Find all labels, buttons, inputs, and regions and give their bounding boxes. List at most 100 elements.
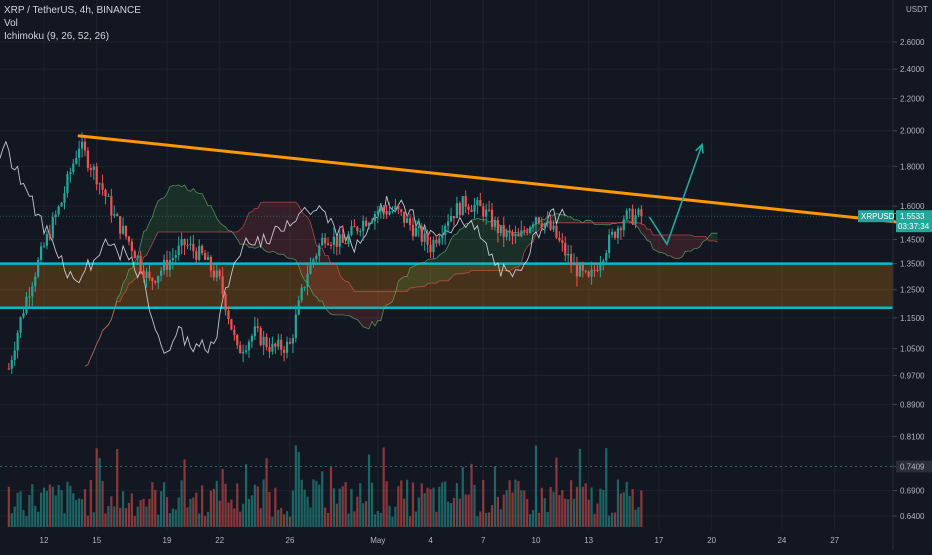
candle-body[interactable]	[550, 221, 552, 230]
candle-body[interactable]	[227, 311, 229, 320]
candle-body[interactable]	[491, 210, 493, 227]
candle-body[interactable]	[137, 256, 139, 259]
candle-body[interactable]	[588, 272, 590, 277]
candle-body[interactable]	[46, 234, 48, 246]
candle-body[interactable]	[248, 342, 250, 351]
candle-body[interactable]	[239, 345, 241, 353]
candle-body[interactable]	[169, 260, 171, 270]
symbol-title[interactable]: XRP / TetherUS, 4h, BINANCE	[4, 4, 141, 17]
candle-body[interactable]	[444, 226, 446, 235]
candle-body[interactable]	[468, 207, 470, 210]
candle-body[interactable]	[523, 230, 525, 231]
candle-body[interactable]	[34, 277, 36, 287]
candle-body[interactable]	[494, 220, 496, 227]
candle-body[interactable]	[347, 235, 349, 244]
candle-body[interactable]	[195, 251, 197, 260]
candle-body[interactable]	[295, 315, 297, 338]
candle-body[interactable]	[101, 183, 103, 189]
candle-body[interactable]	[479, 200, 481, 206]
candle-body[interactable]	[140, 256, 142, 271]
candle-body[interactable]	[570, 254, 572, 265]
candle-body[interactable]	[526, 232, 528, 233]
candle-body[interactable]	[544, 223, 546, 227]
candle-body[interactable]	[58, 206, 60, 214]
candle-body[interactable]	[113, 214, 115, 215]
candle-body[interactable]	[535, 217, 537, 224]
candle-body[interactable]	[427, 233, 429, 244]
candle-body[interactable]	[283, 350, 285, 353]
candle-body[interactable]	[538, 217, 540, 223]
candle-body[interactable]	[181, 239, 183, 246]
candle-body[interactable]	[418, 226, 420, 227]
candle-body[interactable]	[640, 209, 642, 216]
candle-body[interactable]	[438, 238, 440, 243]
candle-body[interactable]	[201, 246, 203, 253]
candle-body[interactable]	[371, 221, 373, 223]
candle-body[interactable]	[37, 260, 39, 277]
candle-body[interactable]	[342, 234, 344, 243]
candle-body[interactable]	[66, 174, 68, 193]
candle-body[interactable]	[409, 218, 411, 225]
candle-body[interactable]	[336, 237, 338, 247]
candle-body[interactable]	[172, 258, 174, 261]
candle-body[interactable]	[497, 220, 499, 233]
candle-body[interactable]	[204, 253, 206, 260]
candle-body[interactable]	[365, 221, 367, 226]
candle-body[interactable]	[564, 243, 566, 256]
candle-body[interactable]	[104, 190, 106, 197]
candle-body[interactable]	[84, 142, 86, 151]
candle-body[interactable]	[470, 210, 472, 212]
candle-body[interactable]	[163, 260, 165, 271]
volume-legend[interactable]: Vol	[4, 17, 141, 30]
candle-body[interactable]	[22, 313, 24, 317]
candle-body[interactable]	[14, 350, 16, 360]
candle-body[interactable]	[60, 203, 62, 207]
candle-body[interactable]	[289, 342, 291, 344]
candle-body[interactable]	[476, 200, 478, 205]
candle-body[interactable]	[500, 225, 502, 233]
candle-body[interactable]	[345, 243, 347, 244]
candle-body[interactable]	[435, 240, 437, 243]
candle-body[interactable]	[292, 338, 294, 344]
candle-body[interactable]	[75, 158, 77, 164]
candle-body[interactable]	[614, 232, 616, 238]
candle-body[interactable]	[380, 208, 382, 212]
candle-body[interactable]	[28, 296, 30, 297]
candle-body[interactable]	[391, 210, 393, 211]
candle-body[interactable]	[210, 257, 212, 271]
candle-body[interactable]	[116, 214, 118, 216]
candle-body[interactable]	[309, 263, 311, 274]
candle-body[interactable]	[532, 224, 534, 227]
candle-body[interactable]	[599, 264, 601, 270]
candle-body[interactable]	[509, 230, 511, 232]
candle-body[interactable]	[629, 209, 631, 211]
candle-body[interactable]	[298, 300, 300, 314]
candle-body[interactable]	[488, 210, 490, 211]
candle-body[interactable]	[222, 276, 224, 294]
candle-body[interactable]	[154, 281, 156, 283]
candle-body[interactable]	[377, 211, 379, 214]
candle-body[interactable]	[350, 226, 352, 235]
candle-body[interactable]	[617, 228, 619, 238]
candle-body[interactable]	[186, 245, 188, 246]
candle-body[interactable]	[359, 231, 361, 232]
candle-body[interactable]	[558, 238, 560, 240]
ichimoku-legend[interactable]: Ichimoku (9, 26, 52, 26)	[4, 30, 141, 43]
candle-body[interactable]	[415, 228, 417, 237]
candle-body[interactable]	[96, 166, 98, 184]
candle-body[interactable]	[447, 221, 449, 226]
candle-body[interactable]	[582, 264, 584, 270]
candle-body[interactable]	[374, 214, 376, 221]
candle-body[interactable]	[552, 226, 554, 230]
candle-body[interactable]	[339, 234, 341, 246]
candle-body[interactable]	[327, 243, 329, 244]
candle-body[interactable]	[49, 234, 51, 238]
candle-body[interactable]	[637, 209, 639, 215]
candle-body[interactable]	[547, 221, 549, 224]
candle-body[interactable]	[465, 196, 467, 207]
candle-body[interactable]	[122, 226, 124, 234]
candle-body[interactable]	[573, 263, 575, 265]
candle-body[interactable]	[424, 233, 426, 241]
candle-body[interactable]	[271, 344, 273, 352]
projection-arrow[interactable]	[649, 145, 702, 245]
